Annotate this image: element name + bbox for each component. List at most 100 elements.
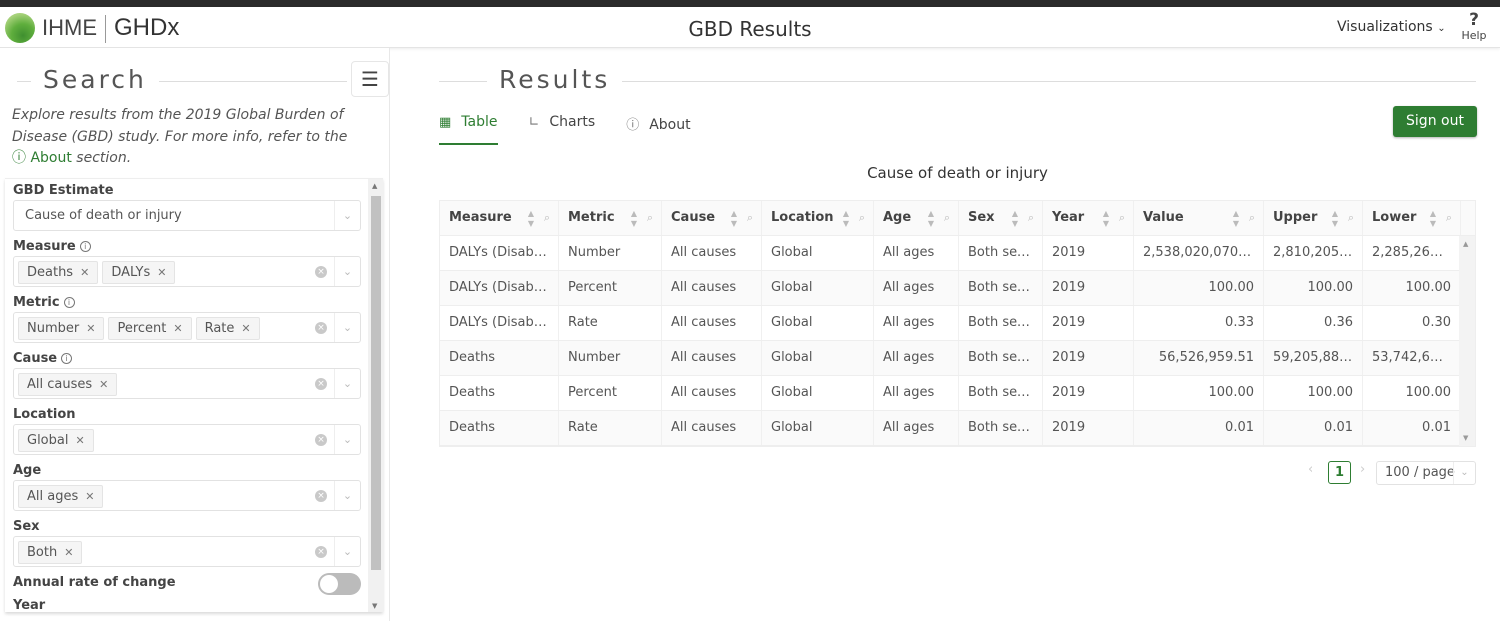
info-icon[interactable]: i bbox=[63, 297, 75, 308]
info-icon[interactable]: i bbox=[61, 353, 73, 364]
cell-upper: 100.00 bbox=[1264, 376, 1363, 410]
column-header-measure[interactable]: Measure ▲ ▼ ⌕ bbox=[440, 201, 559, 235]
table-row[interactable]: DALYs (Disability-Adjusted Life Years)Pe… bbox=[440, 271, 1475, 306]
results-tabs: ▦ Table ∟ Charts ⓘ About bbox=[439, 108, 722, 145]
sort-icon[interactable]: ▲ ▼ bbox=[1331, 209, 1338, 228]
tag-label: Both bbox=[27, 545, 58, 560]
column-header-lower[interactable]: Lower ▲ ▼ ⌕ bbox=[1363, 201, 1461, 235]
table-row[interactable]: Deaths Percent All causes Global All ages Bot… bbox=[440, 376, 1475, 411]
brand[interactable]: IHME GHDx bbox=[42, 14, 179, 44]
remove-tag-icon[interactable]: ✕ bbox=[157, 266, 167, 279]
results-title: Results bbox=[487, 65, 623, 94]
filter-sex-select[interactable]: Both ✕ × ⌄ bbox=[13, 536, 361, 567]
remove-tag-icon[interactable]: ✕ bbox=[64, 546, 74, 559]
remove-tag-icon[interactable]: ✕ bbox=[86, 322, 96, 335]
remove-tag-icon[interactable]: ✕ bbox=[173, 322, 183, 335]
prev-page-button[interactable]: ‹ bbox=[1308, 462, 1314, 477]
scrollbar-thumb[interactable] bbox=[371, 196, 381, 570]
sort-icon[interactable]: ▲ ▼ bbox=[1011, 209, 1018, 228]
tab-charts[interactable]: ∟ Charts bbox=[529, 108, 596, 145]
column-header-metric[interactable]: Metric ▲ ▼ ⌕ bbox=[559, 201, 662, 235]
sort-icon[interactable]: ▲ ▼ bbox=[730, 209, 737, 228]
search-icon[interactable]: ⌕ bbox=[1248, 211, 1255, 224]
search-icon[interactable]: ⌕ bbox=[746, 211, 753, 224]
sort-icon[interactable]: ▲ ▼ bbox=[630, 209, 637, 228]
search-icon[interactable]: ⌕ bbox=[1347, 211, 1354, 224]
remove-tag-icon[interactable]: ✕ bbox=[85, 490, 95, 503]
search-icon[interactable]: ⌕ bbox=[858, 211, 865, 224]
filter-label-text: Location bbox=[13, 407, 76, 422]
table-scrollbar[interactable]: ▲ ▼ bbox=[1459, 236, 1475, 446]
search-icon[interactable]: ⌕ bbox=[1027, 211, 1034, 224]
filters-scrollbar[interactable]: ▲ ▼ bbox=[368, 179, 383, 612]
search-icon[interactable]: ⌕ bbox=[543, 211, 550, 224]
results-panel: Results ▦ Table ∟ Charts ⓘ About Sign out C… bbox=[415, 48, 1500, 621]
column-header-cause[interactable]: Cause ▲ ▼ ⌕ bbox=[662, 201, 762, 235]
table-row[interactable]: Deaths Rate All causes Global All ages Both s… bbox=[440, 411, 1475, 446]
cell-location: Global bbox=[762, 411, 874, 445]
page-1-button[interactable]: 1 bbox=[1328, 461, 1351, 484]
app-header: IHME GHDx GBD Results Visualizations ⌄ ? H… bbox=[0, 7, 1500, 48]
clear-icon[interactable]: × bbox=[315, 378, 327, 390]
about-link[interactable]: ⓘ About bbox=[12, 150, 72, 166]
tab-about[interactable]: ⓘ About bbox=[626, 108, 690, 145]
filter-cause-select[interactable]: All causes ✕ × ⌄ bbox=[13, 368, 361, 399]
filter-tag: All causes ✕ bbox=[18, 373, 118, 396]
clear-icon[interactable]: × bbox=[315, 434, 327, 446]
column-header-age[interactable]: Age ▲ ▼ ⌕ bbox=[874, 201, 959, 235]
tab-table[interactable]: ▦ Table bbox=[439, 108, 498, 145]
scroll-up-icon[interactable]: ▲ bbox=[372, 182, 378, 190]
table-row[interactable]: DALYs (Disability-Adjusted Life Years)Nu… bbox=[440, 236, 1475, 271]
clear-icon[interactable]: × bbox=[315, 546, 327, 558]
cell-cause: All causes bbox=[662, 306, 762, 340]
page-size-select[interactable]: 100 / page ⌄ bbox=[1376, 461, 1476, 485]
scroll-up-icon[interactable]: ▲ bbox=[1463, 240, 1469, 248]
clear-icon[interactable]: × bbox=[315, 322, 327, 334]
cell-value: 0.33 bbox=[1134, 306, 1264, 340]
filter-label: Location bbox=[13, 407, 76, 422]
tag-label: Percent bbox=[117, 321, 167, 336]
filter-location-select[interactable]: Global ✕ × ⌄ bbox=[13, 424, 361, 455]
sort-icon[interactable]: ▲ ▼ bbox=[1429, 209, 1436, 228]
sort-icon[interactable]: ▲ ▼ bbox=[842, 209, 849, 228]
scroll-down-icon[interactable]: ▼ bbox=[372, 602, 378, 610]
column-header-sex[interactable]: Sex ▲ ▼ ⌕ bbox=[959, 201, 1043, 235]
search-icon[interactable]: ⌕ bbox=[943, 211, 950, 224]
filter-gbd-estimate-select[interactable]: Cause of death or injury ⌄ bbox=[13, 200, 361, 231]
ihme-logo-icon[interactable] bbox=[5, 13, 35, 43]
column-header-location[interactable]: Location ▲ ▼ ⌕ bbox=[762, 201, 874, 235]
filter-metric-select[interactable]: Number ✕ Percent ✕ Rate ✕ × ⌄ bbox=[13, 312, 361, 343]
question-circle-icon: ⓘ bbox=[12, 150, 26, 166]
sign-out-button[interactable]: Sign out bbox=[1393, 106, 1477, 137]
remove-tag-icon[interactable]: ✕ bbox=[80, 266, 90, 279]
sort-icon[interactable]: ▲ ▼ bbox=[1102, 209, 1109, 228]
column-header-upper[interactable]: Upper ▲ ▼ ⌕ bbox=[1264, 201, 1363, 235]
search-icon[interactable]: ⌕ bbox=[1445, 211, 1452, 224]
table-row[interactable]: DALYs (Disability-Adjusted Life Years)Ra… bbox=[440, 306, 1475, 341]
chevron-down-icon: ⌄ bbox=[334, 201, 360, 230]
clear-icon[interactable]: × bbox=[315, 266, 327, 278]
search-icon[interactable]: ⌕ bbox=[1118, 211, 1125, 224]
remove-tag-icon[interactable]: ✕ bbox=[99, 378, 109, 391]
sort-icon[interactable]: ▲ ▼ bbox=[927, 209, 934, 228]
remove-tag-icon[interactable]: ✕ bbox=[241, 322, 251, 335]
sort-icon[interactable]: ▲ ▼ bbox=[527, 209, 534, 228]
column-header-year[interactable]: Year ▲ ▼ ⌕ bbox=[1043, 201, 1134, 235]
menu-button[interactable]: ☰ bbox=[351, 61, 389, 97]
visualizations-menu[interactable]: Visualizations ⌄ bbox=[1337, 19, 1446, 35]
info-icon[interactable]: i bbox=[79, 241, 91, 252]
clear-icon[interactable]: × bbox=[315, 490, 327, 502]
scroll-down-icon[interactable]: ▼ bbox=[1463, 434, 1469, 442]
help-button[interactable]: ? Help bbox=[1460, 11, 1488, 42]
sort-icon[interactable]: ▲ ▼ bbox=[1232, 209, 1239, 228]
table-row[interactable]: Deaths Number All causes Global All ages Both… bbox=[440, 341, 1475, 376]
next-page-button[interactable]: › bbox=[1360, 462, 1366, 477]
filter-measure-select[interactable]: Deaths ✕ DALYs ✕ × ⌄ bbox=[13, 256, 361, 287]
filter-age-select[interactable]: All ages ✕ × ⌄ bbox=[13, 480, 361, 511]
search-icon[interactable]: ⌕ bbox=[646, 211, 653, 224]
annual-rate-toggle[interactable] bbox=[318, 573, 361, 595]
cell-year: 2019 bbox=[1043, 271, 1134, 305]
cell-location: Global bbox=[762, 236, 874, 270]
remove-tag-icon[interactable]: ✕ bbox=[75, 434, 85, 447]
column-header-value[interactable]: Value ▲ ▼ ⌕ bbox=[1134, 201, 1264, 235]
